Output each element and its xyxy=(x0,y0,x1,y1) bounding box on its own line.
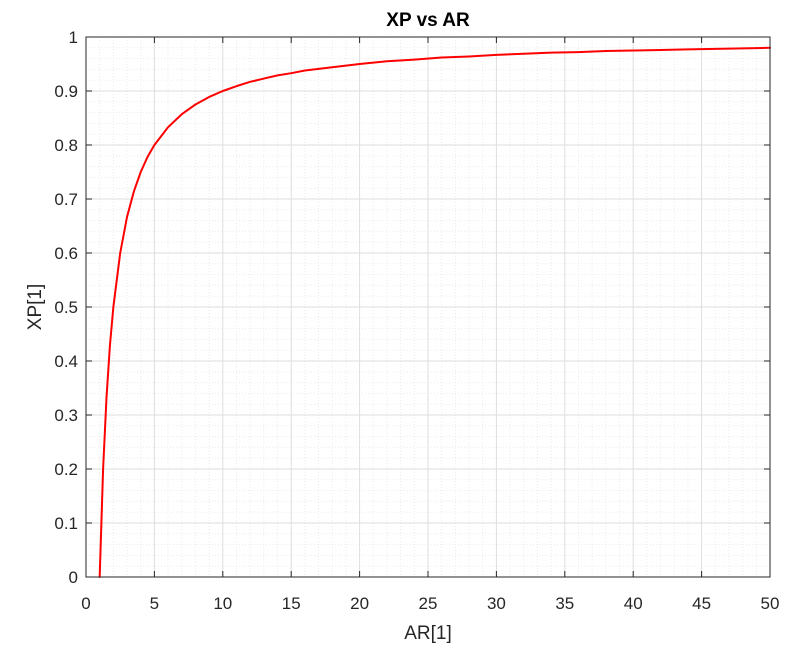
y-tick-label: 0.1 xyxy=(54,514,78,533)
y-axis-label: XP[1] xyxy=(25,284,46,330)
y-tick-label: 0.8 xyxy=(54,136,78,155)
x-tick-label: 20 xyxy=(350,594,369,613)
y-tick-label: 0.7 xyxy=(54,190,78,209)
x-tick-label: 50 xyxy=(761,594,780,613)
y-tick-label: 0.5 xyxy=(54,298,78,317)
y-tick-label: 0 xyxy=(69,568,78,587)
x-tick-label: 30 xyxy=(487,594,506,613)
chart-title: XP vs AR xyxy=(386,10,470,31)
x-tick-label: 35 xyxy=(555,594,574,613)
y-ticks: 0 0.1 0.2 0.3 0.4 0.5 0.6 0.7 0.8 0.9 1 xyxy=(54,28,770,587)
x-tick-label: 25 xyxy=(419,594,438,613)
y-tick-label: 0.2 xyxy=(54,460,78,479)
y-tick-label: 1 xyxy=(69,28,78,47)
y-tick-label: 0.9 xyxy=(54,82,78,101)
x-tick-label: 0 xyxy=(81,594,90,613)
x-axis-label: AR[1] xyxy=(404,623,452,644)
x-tick-label: 15 xyxy=(282,594,301,613)
x-tick-label: 10 xyxy=(213,594,232,613)
x-tick-label: 5 xyxy=(150,594,159,613)
major-grid xyxy=(86,37,770,577)
y-tick-label: 0.3 xyxy=(54,406,78,425)
y-tick-label: 0.6 xyxy=(54,244,78,263)
series-line-xp xyxy=(98,46,771,578)
y-tick-label: 0.4 xyxy=(54,352,78,371)
series-layer xyxy=(98,46,771,578)
x-tick-label: 45 xyxy=(692,594,711,613)
x-ticks: 0 5 10 15 20 25 30 35 40 45 50 xyxy=(81,37,779,613)
x-tick-label: 40 xyxy=(624,594,643,613)
